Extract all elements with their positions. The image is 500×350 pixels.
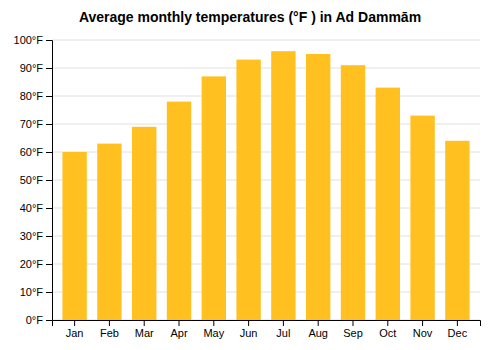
title: Average monthly temperatures (°F ) in Ad… [79, 9, 421, 25]
grid-line [52, 96, 480, 97]
tick-label: 20°F [20, 258, 44, 270]
tick: Mar [135, 320, 154, 339]
tick-label: May [203, 327, 224, 339]
tick: 20°F [20, 258, 52, 270]
bar [62, 152, 86, 320]
tick-mark [46, 292, 52, 293]
tick-mark [46, 236, 52, 237]
tick: Oct [379, 320, 396, 339]
bar [376, 88, 400, 320]
tick: Dec [448, 320, 468, 339]
tick-label: 30°F [20, 230, 44, 242]
tick-mark [213, 320, 214, 326]
tick-mark [46, 68, 52, 69]
tick: 100°F [14, 34, 52, 46]
grid-line [52, 68, 480, 69]
tick-label: 80°F [20, 90, 44, 102]
plot-area: 0°F 10°F 20°F 30°F 40°F 50°F 60°F 70°F 80°F 90°F 1… [14, 34, 481, 339]
bar [132, 127, 156, 320]
tick-mark [74, 320, 75, 326]
tick: Jul [276, 320, 290, 339]
tick-label: Aug [308, 327, 328, 339]
tick-mark [46, 40, 52, 41]
tick-label: Oct [379, 327, 396, 339]
y-axis: 0°F 10°F 20°F 30°F 40°F 50°F 60°F 70°F 80°F 90°F 1… [14, 34, 53, 326]
tick-mark [46, 180, 52, 181]
tick-mark [46, 152, 52, 153]
tick-mark [387, 320, 388, 326]
tick-mark [144, 320, 145, 326]
bars [62, 51, 469, 320]
tick: 0°F [26, 314, 52, 326]
tick-mark [457, 320, 458, 326]
tick: 50°F [20, 174, 52, 186]
tick-label: Nov [413, 327, 433, 339]
axis-line [46, 41, 53, 321]
tick-mark [46, 124, 52, 125]
tick-mark [422, 320, 423, 326]
axis-line [53, 321, 481, 327]
tick-label: Jan [66, 327, 84, 339]
tick-label: 100°F [14, 34, 44, 46]
bar [410, 116, 434, 320]
tick-label: Mar [135, 327, 154, 339]
tick-mark [46, 264, 52, 265]
tick: Sep [343, 320, 363, 339]
tick: May [203, 320, 224, 339]
tick-label: Jun [240, 327, 258, 339]
tick-mark [283, 320, 284, 326]
bar [306, 54, 330, 320]
tick: 70°F [20, 118, 52, 130]
tick-label: Sep [343, 327, 363, 339]
bar [202, 76, 226, 320]
bar [271, 51, 295, 320]
tick: 30°F [20, 230, 52, 242]
tick-label: 0°F [26, 314, 44, 326]
tick: Jan [66, 320, 84, 339]
bar [97, 144, 121, 320]
tick: 10°F [20, 286, 52, 298]
tick-mark [46, 96, 52, 97]
tick: 80°F [20, 90, 52, 102]
tick-mark [46, 320, 52, 321]
chart: 0°F 10°F 20°F 30°F 40°F 50°F 60°F 70°F 80°F 90°F 1… [0, 0, 500, 350]
tick-label: 60°F [20, 146, 44, 158]
tick-label: 70°F [20, 118, 44, 130]
tick-label: Apr [170, 327, 187, 339]
tick-label: 10°F [20, 286, 44, 298]
tick: Apr [170, 320, 187, 339]
tick-mark [352, 320, 353, 326]
tick: Nov [413, 320, 433, 339]
tick-label: Jul [276, 327, 290, 339]
x-axis: Jan Feb Mar Apr May Jun Jul Aug Sep Oct Nov Dec [53, 320, 481, 339]
tick-label: 90°F [20, 62, 44, 74]
tick-mark [109, 320, 110, 326]
tick: Feb [100, 320, 119, 339]
grid [52, 40, 480, 320]
tick-label: 50°F [20, 174, 44, 186]
bar [341, 65, 365, 320]
bar [167, 102, 191, 320]
tick-mark [46, 208, 52, 209]
tick: Aug [308, 320, 328, 339]
bar [236, 60, 260, 320]
tick: 90°F [20, 62, 52, 74]
tick-label: Feb [100, 327, 119, 339]
tick-label: 40°F [20, 202, 44, 214]
grid-line [52, 40, 480, 41]
bar [445, 141, 469, 320]
tick-mark [179, 320, 180, 326]
tick-mark [318, 320, 319, 326]
tick: Jun [240, 320, 258, 339]
tick: 40°F [20, 202, 52, 214]
tick-label: Dec [448, 327, 468, 339]
tick: 60°F [20, 146, 52, 158]
tick-mark [248, 320, 249, 326]
